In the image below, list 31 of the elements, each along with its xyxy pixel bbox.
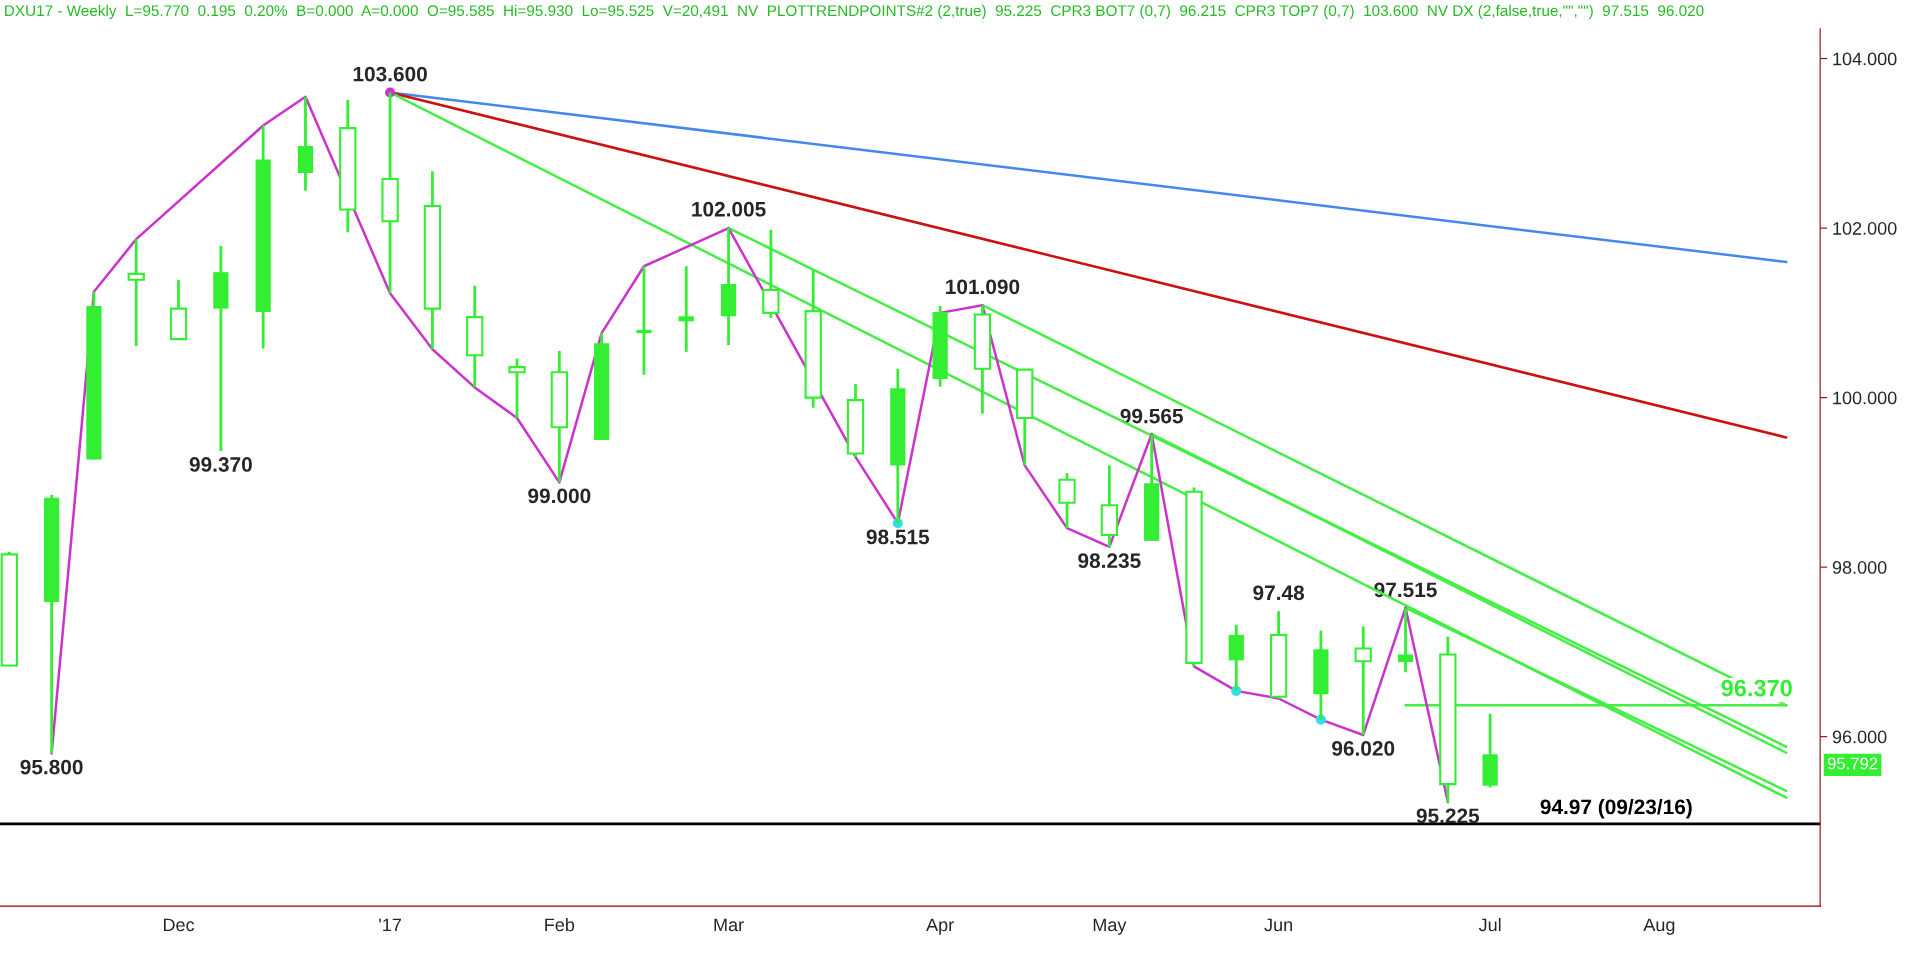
text: 96.020	[1332, 741, 1395, 756]
x-tick-label: Jun	[1264, 918, 1292, 932]
annotation: 96.370	[1721, 679, 1792, 697]
y-tick-label: 96.000	[1832, 730, 1887, 744]
y-tick-label: 104.000	[1833, 52, 1897, 66]
text: 95.792	[1827, 757, 1878, 770]
text: 98.515	[866, 529, 930, 545]
x-tick-label: '17	[379, 918, 401, 932]
text: 95.800	[20, 759, 83, 775]
y-tick-label: 98.000	[1832, 561, 1887, 574]
ref-line-label: 94.97 (09/23/16)	[1540, 798, 1692, 819]
y-tick-label: 102.000	[1833, 222, 1897, 235]
x-tick-label: Dec	[163, 918, 195, 932]
chart-title: DXU17 - Weekly L=95.770 0.195 0.20% B=0.000 A=0.000 O=95.585 Hi=95.930 Lo=95.525 V=20,491 NV PLOTTRENDPOINTS#2 (2,true) 95.225 CPR3 BOT7 (0,7) 96.215 CPR3 TOP7 (0,7) 103.600 NV DX (2,false,true,"","") 97.515 96.020	[5, 4, 1704, 20]
x-tick-label: Apr	[926, 918, 954, 935]
text: 102.005	[692, 201, 766, 217]
text: 99.565	[1120, 408, 1183, 424]
text: 97.515	[1374, 582, 1437, 598]
text: 99.370	[189, 457, 252, 472]
x-tick-label: Aug	[1643, 918, 1675, 935]
text: 101.090	[946, 279, 1020, 295]
x-tick-label: Mar	[714, 918, 744, 932]
text: 95.225	[1416, 808, 1480, 824]
x-tick-label: Feb	[545, 917, 575, 932]
y-tick-label: 100.000	[1833, 391, 1897, 405]
x-tick-label: Jul	[1478, 917, 1501, 932]
text: 97.48	[1253, 585, 1305, 601]
text: 99.000	[528, 488, 591, 504]
text: 98.235	[1078, 553, 1141, 569]
text: 103.600	[353, 66, 427, 82]
x-tick-label: May	[1093, 918, 1127, 935]
